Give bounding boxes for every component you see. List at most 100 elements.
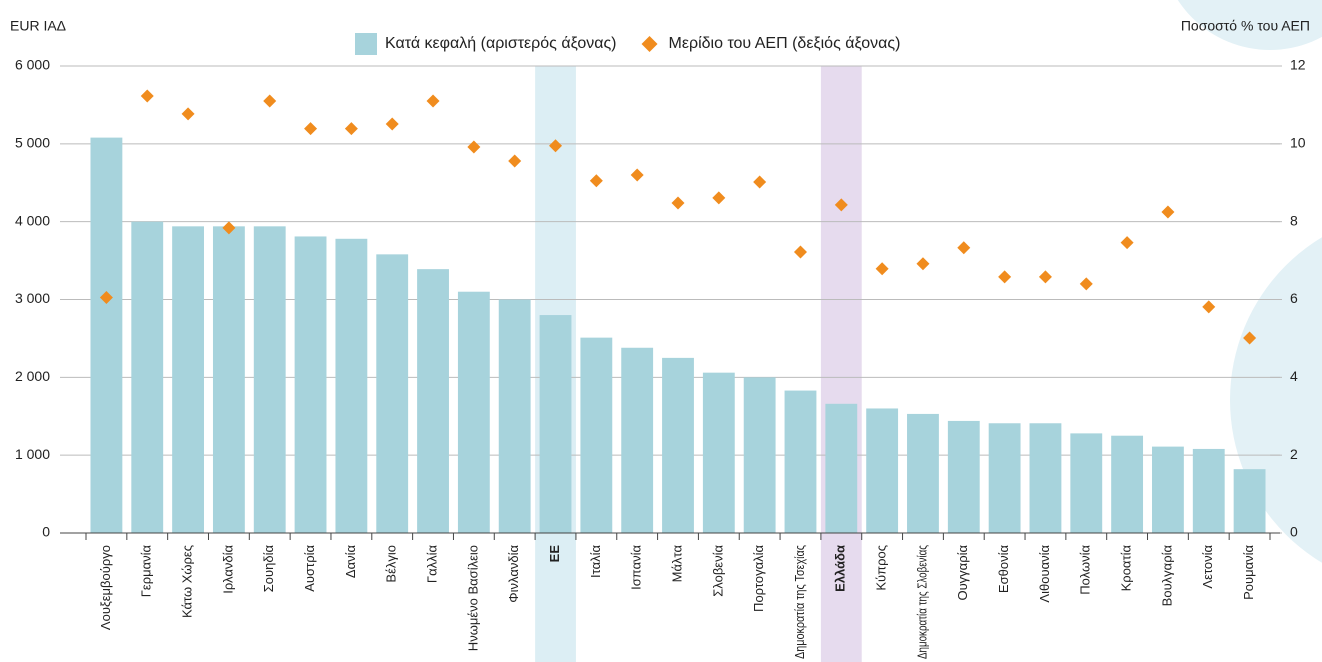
diamond-marker <box>834 198 848 212</box>
bar <box>1233 469 1266 533</box>
bar <box>131 221 164 533</box>
diamond-marker <box>385 117 399 131</box>
x-tick-label: Λετονία <box>1200 545 1215 589</box>
bar <box>866 408 899 533</box>
diamond-marker <box>263 94 277 108</box>
x-tick-label: Κύπρος <box>874 545 889 591</box>
diamond-marker <box>630 168 644 182</box>
y-tick-label: 6 000 <box>15 57 50 73</box>
legend-label: Μερίδιο του ΑΕΠ (δεξιός άξονας) <box>669 35 901 52</box>
bar <box>294 236 327 533</box>
diamond-marker <box>589 174 603 188</box>
diamond-marker <box>344 122 358 136</box>
bar <box>1111 435 1144 533</box>
x-tick-label: Ιταλία <box>588 545 603 578</box>
y2-tick-label: 8 <box>1290 212 1298 228</box>
x-tick-label: ΕΕ <box>547 545 562 563</box>
bar <box>376 254 409 533</box>
diamond-marker <box>467 140 481 154</box>
x-tick-label: Βουλγαρία <box>1159 545 1174 607</box>
bar <box>825 403 858 533</box>
diamond-marker <box>712 191 726 205</box>
x-tick-label: Βέλγιο <box>384 545 399 583</box>
diamond-marker <box>181 107 195 121</box>
legend-swatch <box>641 36 658 52</box>
y2-tick-label: 6 <box>1290 290 1298 306</box>
bar <box>212 226 245 533</box>
legend-label: Κατά κεφαλή (αριστερός άξονας) <box>385 35 617 52</box>
bar <box>253 226 286 533</box>
y2-tick-label: 12 <box>1290 57 1306 73</box>
x-tick-label: Πολωνία <box>1078 545 1093 595</box>
y2-tick-label: 4 <box>1290 368 1298 384</box>
diamond-marker <box>508 154 522 168</box>
bar <box>947 420 980 533</box>
diamond-marker <box>140 89 154 103</box>
x-tick-label: Γαλλία <box>424 545 439 584</box>
bar <box>498 299 531 533</box>
y2-axis-title: Ποσοστό % του ΑΕΠ <box>1181 18 1310 34</box>
diamond-marker <box>1038 270 1052 284</box>
y-tick-label: 5 000 <box>15 135 50 151</box>
y2-tick-label: 0 <box>1290 524 1298 540</box>
diamond-marker <box>998 270 1012 284</box>
x-tick-label: Μάλτα <box>669 545 684 583</box>
diamond-marker <box>222 221 236 235</box>
x-tick-label: Φινλανδία <box>506 545 521 603</box>
diamond-marker <box>1202 300 1216 314</box>
diamond-marker <box>671 196 685 210</box>
decor-circle <box>1177 0 1322 50</box>
bar <box>1152 446 1184 533</box>
bar <box>662 357 694 533</box>
bar <box>90 137 123 533</box>
bar <box>1192 448 1225 533</box>
y-tick-label: 2 000 <box>15 368 50 384</box>
x-tick-label: Δημοκρατία της Σλοβενίας <box>914 545 929 659</box>
bar <box>335 238 368 534</box>
bar <box>621 347 654 533</box>
diamond-marker <box>304 122 318 136</box>
x-tick-label: Δημοκρατία της Τσεχίας <box>792 545 807 659</box>
bar <box>417 269 449 533</box>
x-tick-label: Δανία <box>343 545 358 579</box>
x-tick-label: Πορτογαλία <box>751 545 766 612</box>
diamond-marker <box>753 175 767 189</box>
diamond-marker <box>99 291 113 305</box>
y2-tick-label: 2 <box>1290 446 1298 462</box>
y-axis-title: EUR ΙΑΔ <box>10 18 66 34</box>
y2-tick-label: 10 <box>1290 135 1306 151</box>
highlight-band <box>820 66 862 662</box>
diamond-marker <box>793 245 807 259</box>
x-tick-label: Σουηδία <box>261 545 276 593</box>
bar <box>457 291 490 533</box>
bar <box>172 226 204 533</box>
y-tick-label: 0 <box>42 524 50 540</box>
x-tick-label: Γερμανία <box>139 545 154 598</box>
bar <box>580 337 613 533</box>
x-tick-label: Αυστρία <box>302 545 317 592</box>
bar <box>1070 433 1103 533</box>
bar <box>539 315 572 533</box>
diamond-marker <box>1243 331 1257 345</box>
x-tick-label: Σλοβενία <box>710 545 725 597</box>
diamond-marker <box>1079 277 1093 291</box>
x-tick-label: Ελλάδα <box>833 545 848 592</box>
legend-swatch <box>355 33 377 55</box>
diamond-marker <box>916 257 930 271</box>
bar <box>784 390 817 533</box>
diamond-marker <box>549 139 563 153</box>
diamond-marker <box>1120 236 1134 250</box>
x-tick-label: Ισπανία <box>629 545 644 590</box>
bar <box>988 423 1021 533</box>
diamond-marker <box>957 241 971 255</box>
x-tick-label: Ηνωμένο Βασίλειο <box>465 545 480 651</box>
bar <box>1029 423 1062 533</box>
x-tick-label: Ουγγαρία <box>955 545 970 601</box>
x-tick-label: Εσθονία <box>996 545 1011 594</box>
x-tick-label: Λιθουανία <box>1037 545 1052 603</box>
x-tick-label: Λουξεμβούργο <box>98 545 113 630</box>
bar <box>907 413 939 533</box>
x-tick-label: Κροατία <box>1119 545 1134 592</box>
bar <box>702 372 735 533</box>
